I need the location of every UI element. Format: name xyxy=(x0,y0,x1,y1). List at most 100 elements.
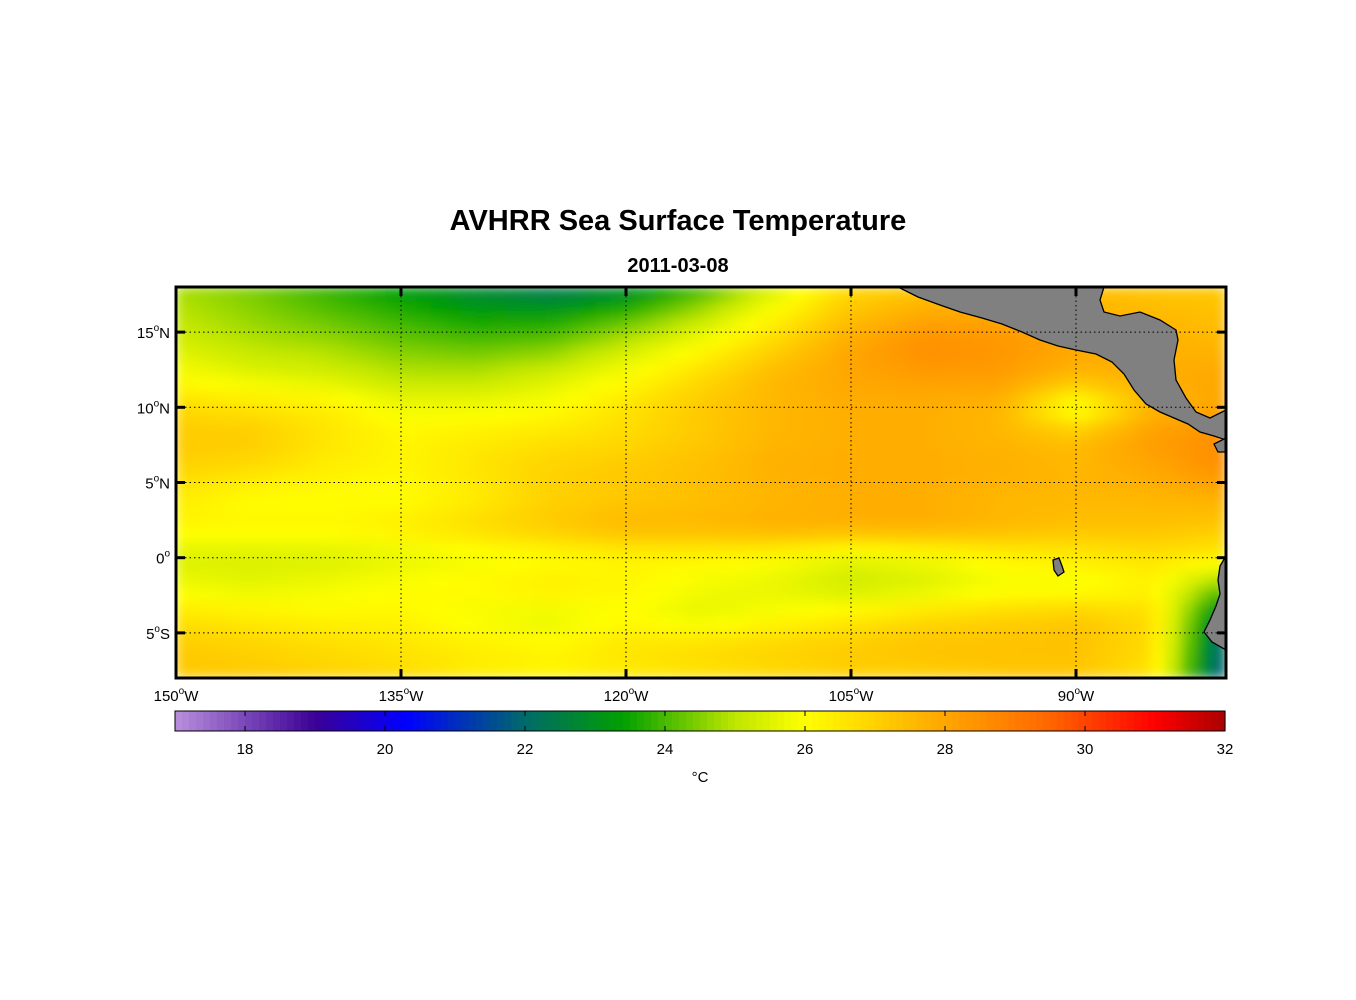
sst-cell xyxy=(265,316,282,333)
sst-cell xyxy=(910,632,927,649)
sst-cell xyxy=(385,316,402,333)
sst-cell xyxy=(475,482,492,499)
sst-cell xyxy=(460,466,477,483)
colorbar-frame xyxy=(174,710,1226,732)
sst-cell xyxy=(220,527,237,544)
sst-cell xyxy=(805,346,822,363)
sst-cell xyxy=(445,466,462,483)
sst-cell xyxy=(1000,466,1017,483)
sst-cell xyxy=(790,572,807,589)
sst-cell xyxy=(625,436,642,453)
sst-cell xyxy=(655,421,672,438)
sst-cell xyxy=(655,482,672,499)
sst-cell xyxy=(1210,376,1226,393)
colorbar-segment xyxy=(812,711,820,731)
sst-cell xyxy=(490,512,507,529)
sst-cell xyxy=(910,557,927,574)
x-tick-label: 135oW xyxy=(379,686,425,705)
sst-cell xyxy=(176,632,192,649)
sst-cell xyxy=(460,287,477,303)
sst-cell xyxy=(1060,482,1077,499)
sst-cell xyxy=(220,421,237,438)
sst-cell xyxy=(835,361,852,378)
sst-cell xyxy=(610,662,627,678)
sst-cell xyxy=(880,602,897,619)
sst-cell xyxy=(460,316,477,333)
sst-cell xyxy=(850,617,867,634)
sst-cell xyxy=(280,557,297,574)
sst-cell xyxy=(220,301,237,318)
sst-cell xyxy=(1165,602,1182,619)
sst-cell xyxy=(820,331,837,348)
sst-cell xyxy=(280,316,297,333)
sst-cell xyxy=(700,572,717,589)
sst-cell xyxy=(220,512,237,529)
colorbar-segment xyxy=(798,711,806,731)
sst-cell xyxy=(1045,451,1062,468)
sst-cell xyxy=(730,421,747,438)
sst-cell xyxy=(820,316,837,333)
sst-cell xyxy=(760,527,777,544)
sst-cell xyxy=(625,361,642,378)
sst-cell xyxy=(745,617,762,634)
colorbar-segment xyxy=(525,711,533,731)
colorbar-segment xyxy=(1134,711,1142,731)
sst-cell xyxy=(385,287,402,303)
sst-cell xyxy=(250,527,267,544)
sst-cell xyxy=(1075,451,1092,468)
sst-cell xyxy=(910,376,927,393)
sst-cell xyxy=(835,376,852,393)
sst-cell xyxy=(190,391,207,408)
sst-cell xyxy=(190,346,207,363)
sst-cell xyxy=(265,406,282,423)
sst-cell xyxy=(505,662,522,678)
sst-cell xyxy=(550,482,567,499)
sst-cell xyxy=(445,527,462,544)
sst-cell xyxy=(310,316,327,333)
sst-cell xyxy=(595,512,612,529)
sst-cell xyxy=(820,361,837,378)
sst-cell xyxy=(865,482,882,499)
sst-cell xyxy=(355,587,372,604)
sst-cell xyxy=(1075,542,1092,559)
sst-cell xyxy=(445,512,462,529)
sst-cell xyxy=(895,647,912,664)
sst-cell xyxy=(835,421,852,438)
sst-cell xyxy=(850,346,867,363)
sst-cell xyxy=(1000,331,1017,348)
sst-cell xyxy=(220,587,237,604)
sst-cell xyxy=(580,482,597,499)
sst-cell xyxy=(430,451,447,468)
sst-cell xyxy=(370,572,387,589)
sst-cell xyxy=(1030,391,1047,408)
sst-cell xyxy=(820,301,837,318)
sst-cell xyxy=(910,421,927,438)
sst-cell xyxy=(205,617,222,634)
sst-cell xyxy=(400,391,417,408)
sst-cell xyxy=(430,421,447,438)
sst-cell xyxy=(970,361,987,378)
sst-cell xyxy=(235,346,252,363)
sst-cell xyxy=(190,466,207,483)
sst-cell xyxy=(490,287,507,303)
sst-cell xyxy=(235,527,252,544)
sst-cell xyxy=(790,391,807,408)
colorbar-segment xyxy=(308,711,316,731)
sst-cell xyxy=(895,662,912,678)
sst-cell xyxy=(790,421,807,438)
sst-cell xyxy=(610,331,627,348)
sst-cell xyxy=(340,436,357,453)
sst-cell xyxy=(1150,632,1167,649)
sst-cell xyxy=(340,512,357,529)
sst-cell xyxy=(640,391,657,408)
sst-cell xyxy=(565,587,582,604)
sst-cell xyxy=(1210,466,1226,483)
sst-cell xyxy=(550,376,567,393)
sst-cell xyxy=(505,301,522,318)
sst-cell xyxy=(595,331,612,348)
sst-cell xyxy=(176,287,192,303)
sst-cell xyxy=(295,301,312,318)
sst-cell xyxy=(865,647,882,664)
sst-cell xyxy=(745,572,762,589)
